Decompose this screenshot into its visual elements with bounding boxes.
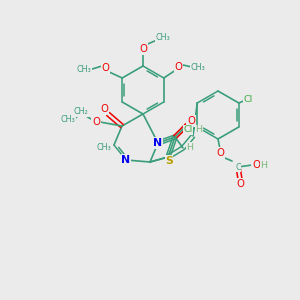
Text: O: O xyxy=(252,160,260,170)
Text: N: N xyxy=(122,155,130,165)
Text: H: H xyxy=(260,160,268,169)
Text: O: O xyxy=(216,148,224,158)
Text: O: O xyxy=(175,62,183,72)
Text: CH₃: CH₃ xyxy=(61,116,75,124)
Text: O: O xyxy=(236,179,244,189)
Text: CH₃: CH₃ xyxy=(190,64,205,73)
Text: O: O xyxy=(139,44,147,54)
Text: O: O xyxy=(92,117,100,127)
Text: Cl: Cl xyxy=(184,125,193,134)
Text: CH₃: CH₃ xyxy=(97,143,111,152)
Text: CH₂: CH₂ xyxy=(74,107,88,116)
Text: CH₃: CH₃ xyxy=(156,34,170,43)
Text: H: H xyxy=(196,125,202,134)
Text: C: C xyxy=(235,163,241,172)
Text: H: H xyxy=(187,142,194,152)
Text: CH₃: CH₃ xyxy=(77,64,92,74)
Text: Cl: Cl xyxy=(243,94,252,103)
Text: O: O xyxy=(187,116,195,126)
Text: N: N xyxy=(153,138,163,148)
Text: O: O xyxy=(100,104,108,114)
Text: S: S xyxy=(165,156,173,166)
Text: O: O xyxy=(101,63,109,73)
